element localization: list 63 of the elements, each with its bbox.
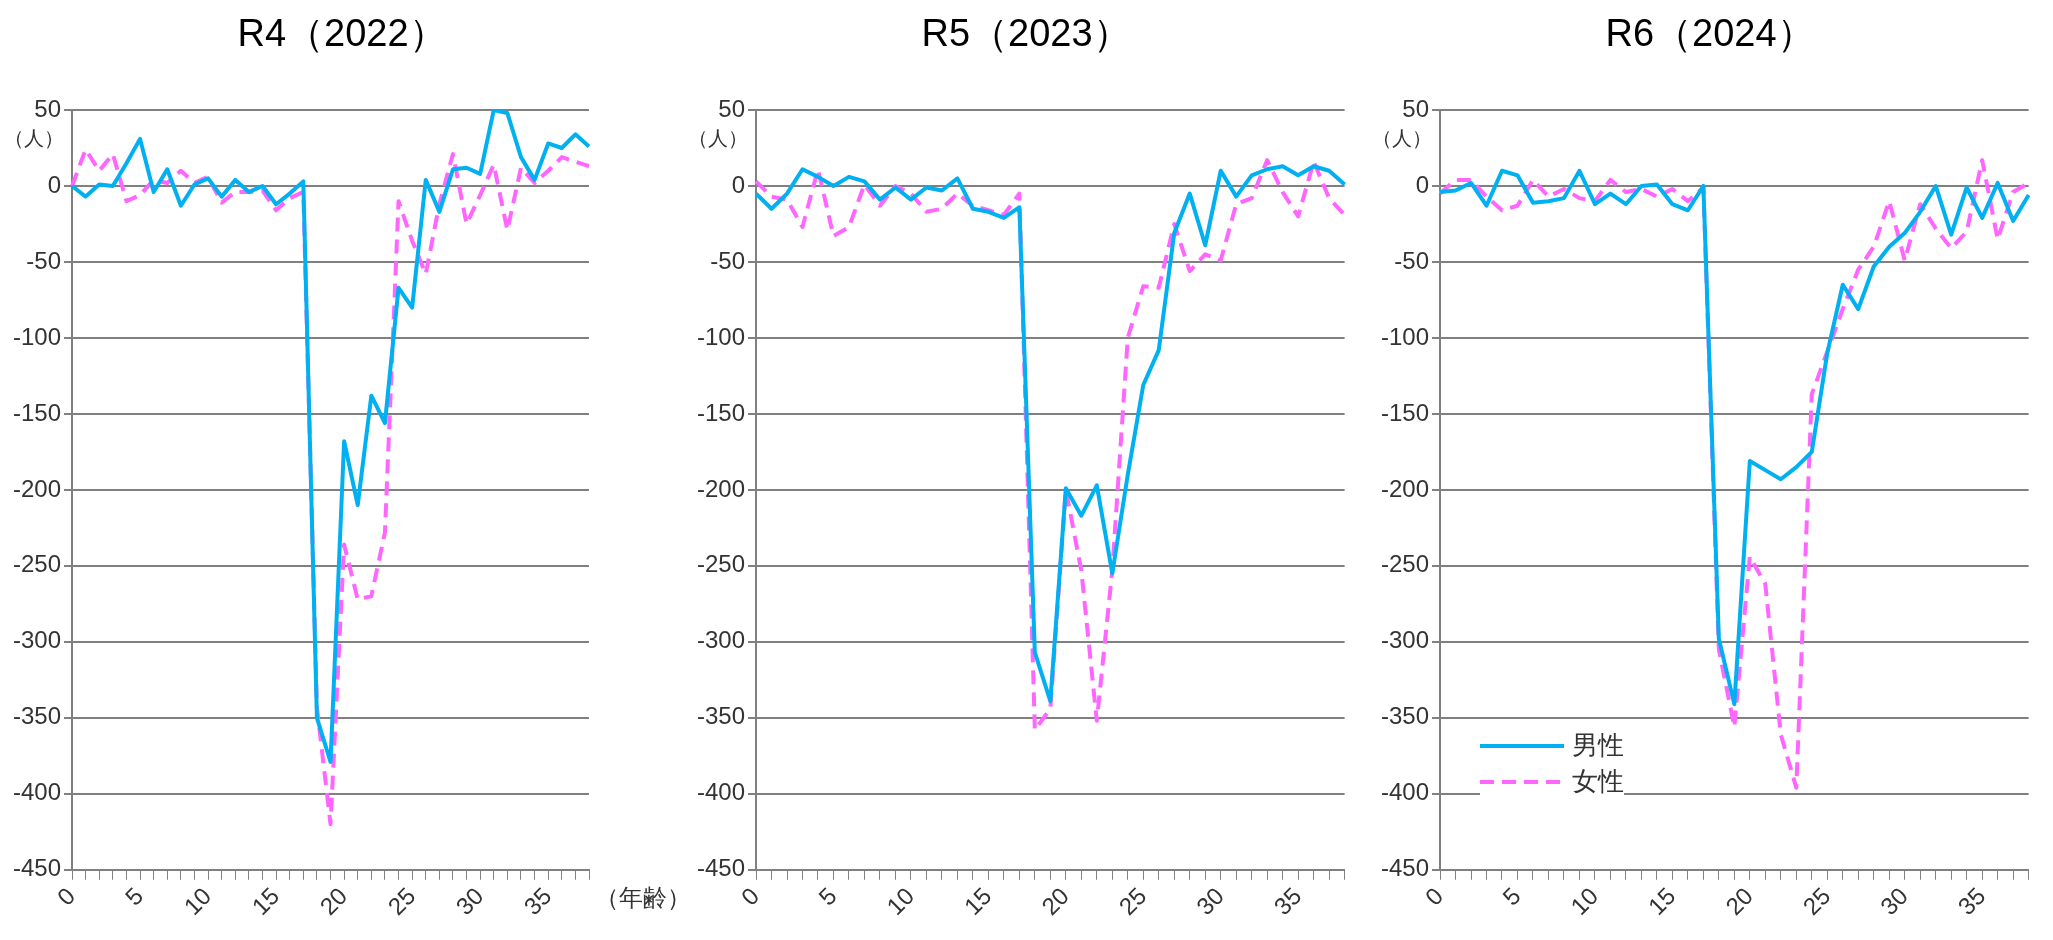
y-tick-label: -450 [1380, 854, 1430, 882]
x-tick-label: 5 [1497, 882, 1526, 911]
y-tick-label: -50 [26, 246, 62, 274]
y-tick-label: -350 [1380, 702, 1430, 730]
x-tick-label: 30 [1190, 882, 1229, 921]
y-tick-label: 50 [34, 94, 62, 122]
chart-title: R4（2022） [237, 11, 447, 56]
x-axis-title: （年齢） [595, 883, 691, 912]
y-tick-label: 50 [718, 94, 746, 122]
x-tick-label: 30 [1874, 882, 1913, 921]
x-tick-label: 20 [1036, 882, 1075, 921]
y-tick-label: -300 [1380, 626, 1430, 654]
y-tick-label: -400 [1380, 778, 1430, 806]
y-tick-label: -250 [1380, 550, 1430, 578]
x-tick-label: 10 [178, 882, 217, 921]
y-tick-label: -200 [1380, 474, 1430, 502]
y-tick-label: -400 [696, 778, 746, 806]
x-tick-label: 15 [246, 882, 285, 921]
y-tick-label: -150 [1380, 398, 1430, 426]
y-tick-label: 0 [1415, 170, 1430, 198]
y-tick-label: -250 [12, 550, 62, 578]
x-tick-label: 30 [450, 882, 489, 921]
legend-label: 男性 [1572, 729, 1625, 763]
y-tick-label: -200 [696, 474, 746, 502]
y-axis-title: （人） [688, 126, 749, 151]
chart-title: R6（2024） [1605, 11, 1815, 56]
y-axis-title: （人） [4, 126, 65, 151]
y-tick-label: -400 [12, 778, 62, 806]
x-tick-label: 35 [1952, 882, 1991, 921]
legend-label: 女性 [1572, 765, 1625, 799]
x-tick-label: 20 [314, 882, 353, 921]
y-tick-label: -100 [696, 322, 746, 350]
y-tick-label: -350 [696, 702, 746, 730]
x-tick-label: 35 [1268, 882, 1307, 921]
y-axis-title: （人） [1372, 126, 1433, 151]
y-tick-label: -100 [1380, 322, 1430, 350]
x-tick-label: 15 [1642, 882, 1681, 921]
x-tick-label: 35 [518, 882, 557, 921]
y-tick-label: -300 [696, 626, 746, 654]
y-tick-label: -100 [12, 322, 62, 350]
x-tick-label: 25 [1797, 882, 1836, 921]
y-tick-label: 50 [1402, 94, 1430, 122]
y-tick-label: -450 [696, 854, 746, 882]
y-tick-label: 0 [47, 170, 62, 198]
y-tick-label: -50 [1394, 246, 1430, 274]
x-tick-label: 10 [881, 882, 920, 921]
y-tick-label: 0 [731, 170, 746, 198]
y-tick-label: -50 [710, 246, 746, 274]
y-tick-label: -300 [12, 626, 62, 654]
x-tick-label: 5 [119, 882, 149, 911]
x-tick-label: 20 [1720, 882, 1759, 921]
y-tick-label: -350 [12, 702, 62, 730]
x-tick-label: 25 [382, 882, 421, 921]
y-tick-label: -150 [12, 398, 62, 426]
y-tick-label: -200 [12, 474, 62, 502]
y-tick-label: -450 [12, 854, 62, 882]
chart-title: R5（2023） [921, 11, 1131, 56]
x-tick-label: 15 [958, 882, 997, 921]
y-tick-label: -250 [696, 550, 746, 578]
y-tick-label: -150 [696, 398, 746, 426]
x-tick-label: 5 [813, 882, 842, 911]
x-tick-label: 10 [1565, 882, 1604, 921]
x-tick-label: 25 [1113, 882, 1152, 921]
